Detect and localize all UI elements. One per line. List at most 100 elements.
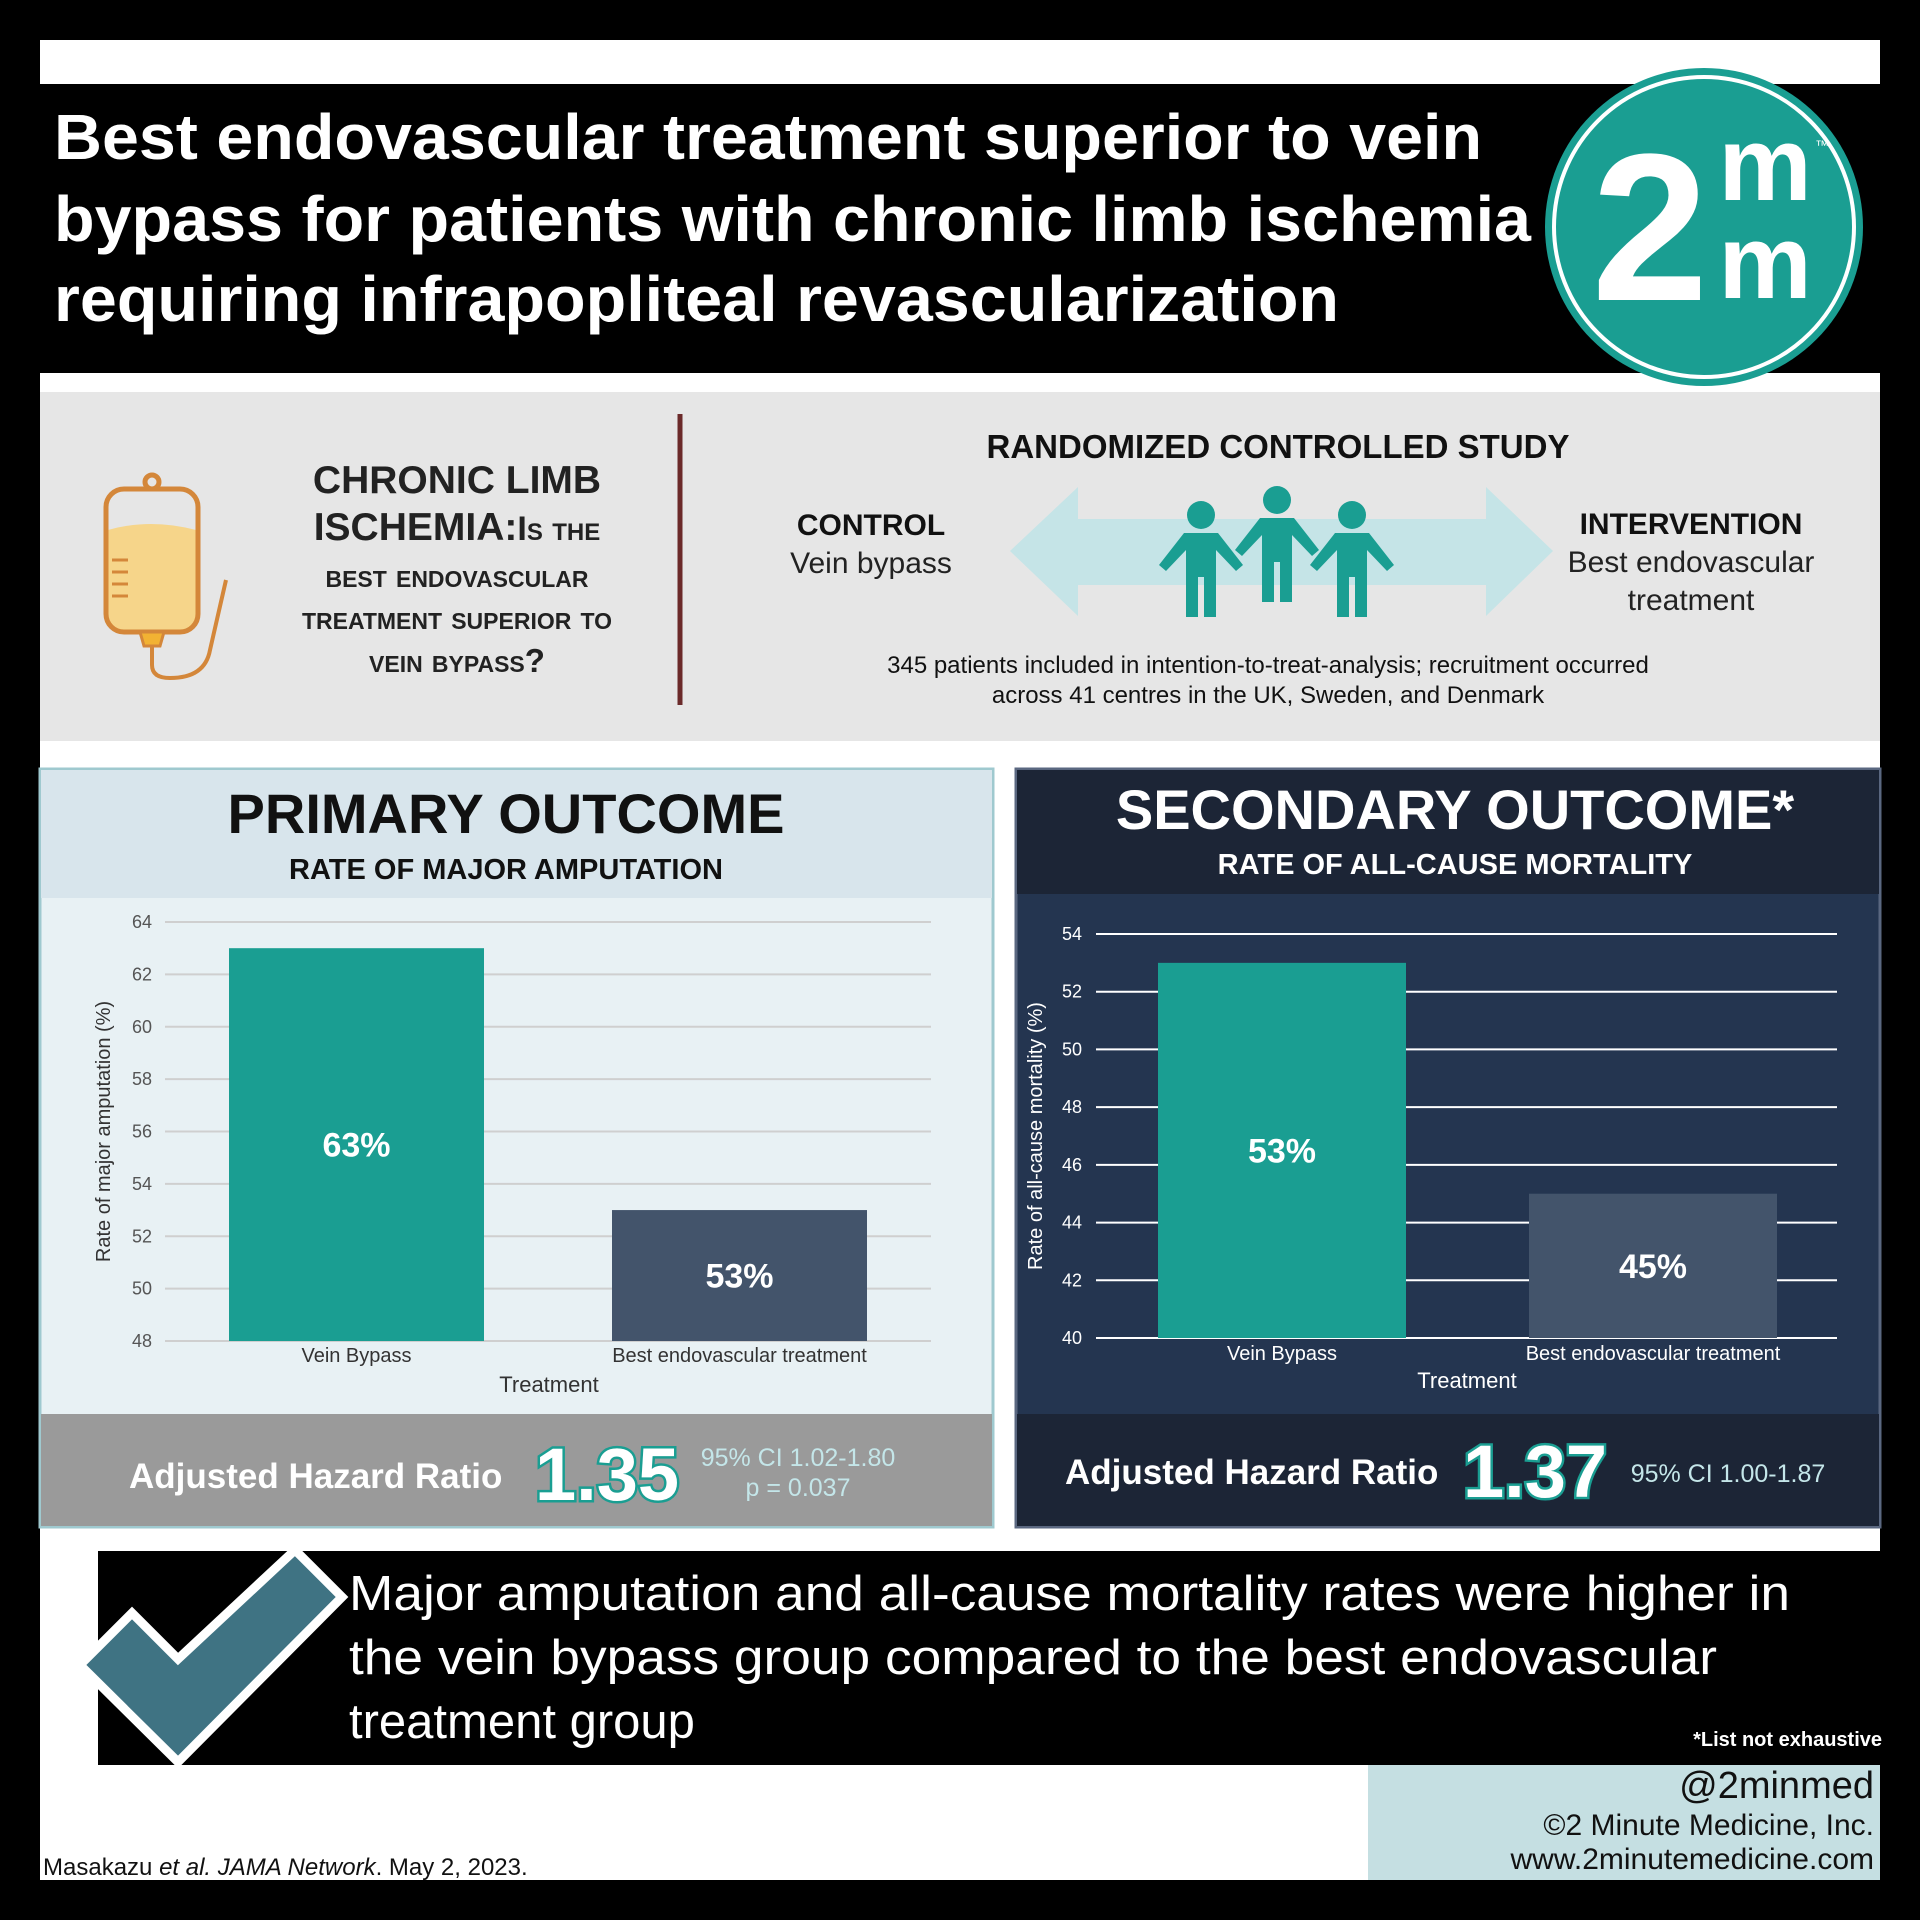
primary-title-band (41, 770, 992, 898)
question-heading: ISCHEMIA:Is the (314, 506, 601, 549)
person-head (1187, 501, 1215, 529)
citation-part: et al. (159, 1854, 211, 1881)
conclusion-line: Major amputation and all-cause mortality… (349, 1567, 1790, 1621)
logo-ring (1552, 75, 1856, 379)
y-tick-label: 64 (132, 912, 152, 932)
y-tick-label: 42 (1062, 1270, 1082, 1290)
y-tick-label: 52 (132, 1226, 152, 1246)
data-label: 53% (705, 1258, 773, 1296)
data-label: 63% (322, 1127, 390, 1165)
study-title: RANDOMIZED CONTROLLED STUDY (987, 428, 1570, 465)
chart-subtitle: RATE OF MAJOR AMPUTATION (289, 854, 723, 886)
citation-part: JAMA Network (211, 1854, 377, 1881)
intervention-label: INTERVENTION (1580, 508, 1803, 541)
chart-title: PRIMARY OUTCOME (228, 782, 785, 845)
footnote: *List not exhaustive (1693, 1729, 1882, 1751)
question-heading: ISCHEMIA: (314, 506, 518, 549)
hazard-label: Adjusted Hazard Ratio (1065, 1453, 1438, 1492)
y-tick-label: 54 (1062, 924, 1082, 944)
conclusion-band (98, 1551, 1880, 1765)
logo-digit: 2 (1592, 110, 1709, 345)
x-axis-label: Treatment (499, 1372, 598, 1397)
conclusion-line: the vein bypass group compared to the be… (349, 1631, 1717, 1685)
question-text: Is the (517, 510, 600, 548)
checkmark-icon (73, 1543, 349, 1769)
y-tick-label: 58 (132, 1069, 152, 1089)
logo-letter: m (1718, 106, 1811, 223)
question-text: vein bypass? (369, 642, 545, 679)
bar (612, 1210, 867, 1341)
y-tick-label: 50 (1062, 1039, 1082, 1059)
y-tick-label: 52 (1062, 982, 1082, 1002)
icon-part (150, 579, 228, 681)
control-label: CONTROL (797, 509, 945, 542)
credits-company: ©2 Minute Medicine, Inc. (1543, 1809, 1874, 1842)
person-body (1310, 533, 1394, 617)
x-tick-label: Best endovascular treatment (612, 1345, 867, 1367)
secondary-title-band (1017, 770, 1879, 894)
intervention-text: treatment (1628, 584, 1755, 617)
x-tick-label: Vein Bypass (301, 1345, 411, 1367)
iv-bag-icon (103, 472, 228, 681)
y-tick-label: 46 (1062, 1155, 1082, 1175)
question-text: best endovascular (325, 557, 588, 594)
study-question: CHRONIC LIMB ISCHEMIA:Is the best endova… (302, 459, 612, 679)
data-label: 45% (1619, 1248, 1687, 1286)
credits-website: www.2minutemedicine.com (1510, 1843, 1874, 1876)
credits-handle: @2minmed (1679, 1765, 1874, 1807)
person-head (1263, 486, 1291, 514)
conclusion-text: Major amputation and all-cause mortality… (349, 1567, 1790, 1749)
y-axis-label: Rate of major amputation (%) (93, 1001, 115, 1262)
bar (1158, 962, 1406, 1338)
icon-part (138, 630, 166, 648)
hazard-ci: 95% CI 1.00-1.87 (1631, 1460, 1826, 1488)
data-label: 53% (1248, 1132, 1316, 1170)
y-tick-label: 48 (132, 1331, 152, 1351)
intervention-text: Best endovascular (1568, 546, 1815, 579)
secondary-hazard-band (1017, 1414, 1879, 1526)
study-note: across 41 centres in the UK, Sweden, and… (992, 682, 1545, 709)
hazard-p: p = 0.037 (746, 1474, 851, 1502)
hazard-label: Adjusted Hazard Ratio (129, 1457, 502, 1496)
hazard-ratio: 1.35 (535, 1433, 679, 1516)
y-tick-label: 62 (132, 964, 152, 984)
hazard-ratio: 1.37 (1463, 1430, 1607, 1513)
logo-circle (1545, 68, 1863, 386)
study-note: 345 patients included in intention-to-tr… (887, 652, 1649, 679)
chart-title: SECONDARY OUTCOME* (1116, 778, 1794, 841)
question-heading: CHRONIC LIMB (313, 459, 601, 502)
hazard-ci: 95% CI 1.02-1.80 (701, 1444, 896, 1472)
person-head (1338, 501, 1366, 529)
y-tick-label: 40 (1062, 1328, 1082, 1348)
header-title: Best endovascular treatment superior to … (54, 101, 1531, 335)
y-tick-label: 56 (132, 1122, 152, 1142)
study-band (40, 392, 1880, 741)
citation-part: . May 2, 2023. (376, 1854, 528, 1881)
y-axis-label: Rate of all-cause mortality (%) (1025, 1002, 1047, 1270)
chart-subtitle: RATE OF ALL-CAUSE MORTALITY (1218, 849, 1693, 881)
control-text: Vein bypass (790, 547, 952, 580)
title-line: Best endovascular treatment superior to … (54, 101, 1482, 173)
x-tick-label: Vein Bypass (1227, 1343, 1337, 1365)
icon-part (108, 524, 196, 630)
y-tick-label: 60 (132, 1017, 152, 1037)
conclusion-line: treatment group (349, 1695, 695, 1749)
citation: Masakazu et al. JAMA Network. May 2, 202… (43, 1854, 528, 1881)
bar (229, 948, 484, 1341)
y-tick-label: 54 (132, 1174, 152, 1194)
x-axis-label: Treatment (1417, 1368, 1516, 1393)
question-text: treatment superior to (302, 599, 612, 636)
bar (1529, 1193, 1777, 1338)
primary-hazard-band (41, 1414, 992, 1526)
people-icon (1159, 486, 1394, 617)
title-line: bypass for patients with chronic limb is… (54, 183, 1531, 255)
person-body (1159, 533, 1243, 617)
y-tick-label: 48 (1062, 1097, 1082, 1117)
credits-band (1368, 1765, 1880, 1880)
y-tick-label: 44 (1062, 1213, 1082, 1233)
y-tick-label: 50 (132, 1279, 152, 1299)
title-line: requiring infrapopliteal revascularizati… (54, 263, 1339, 335)
citation-part: Masakazu (43, 1854, 159, 1881)
